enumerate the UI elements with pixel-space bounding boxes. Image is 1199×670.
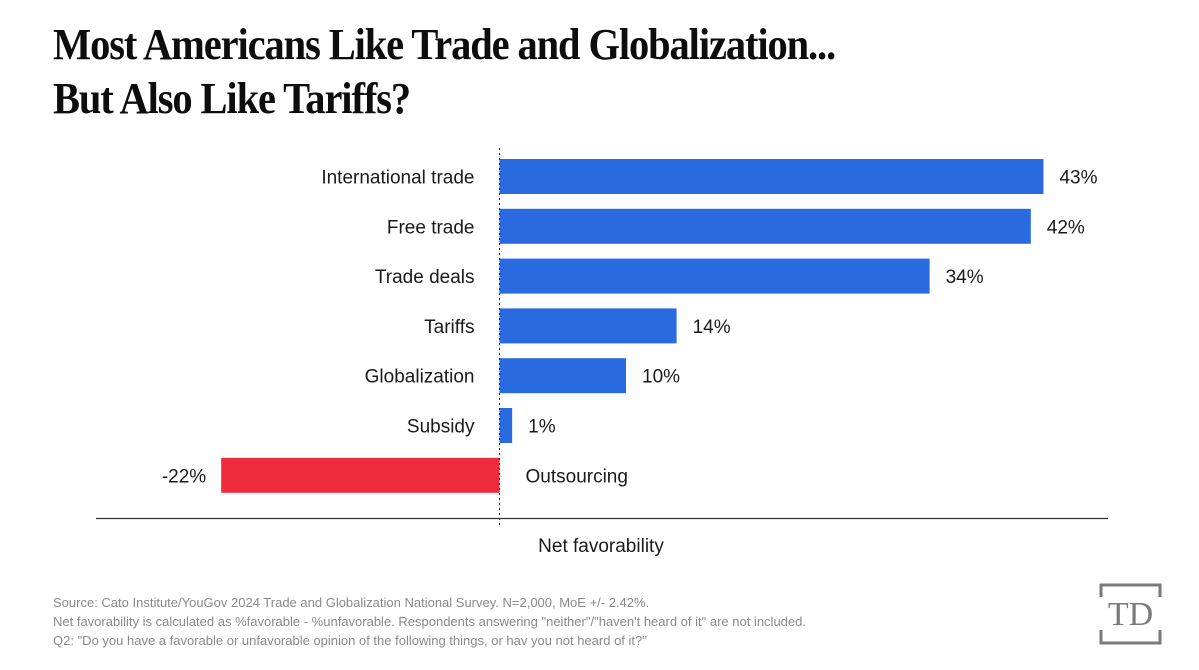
bar-tariffs <box>499 308 677 344</box>
value-label-trade-deals: 34% <box>946 267 984 288</box>
value-label-free-trade: 42% <box>1047 217 1085 238</box>
bar-international-trade <box>499 159 1044 194</box>
logo-text: TD <box>1108 596 1153 633</box>
logo-bracket-top <box>1099 583 1162 597</box>
value-label-tariffs: 14% <box>693 317 731 338</box>
bar-globalization <box>499 358 626 394</box>
method-note: Net favorability is calculated as %favor… <box>53 614 806 629</box>
value-label-subsidy: 1% <box>528 417 556 438</box>
bar-trade-deals <box>499 258 930 294</box>
category-label-tariffs: Tariffs <box>424 317 474 338</box>
bar-outsourcing <box>221 457 500 493</box>
value-label-international-trade: 43% <box>1059 168 1097 189</box>
question-note: Q2: "Do you have a favorable or unfavora… <box>53 633 647 648</box>
td-logo: TD <box>1099 583 1162 645</box>
source-note: Source: Cato Institute/YouGov 2024 Trade… <box>53 595 650 610</box>
bar-free-trade <box>499 208 1031 244</box>
chart-title-line-1: Most Americans Like Trade and Globalizat… <box>53 20 836 69</box>
bar-subsidy <box>499 408 513 443</box>
category-label-international-trade: International trade <box>321 168 474 189</box>
category-label-outsourcing: Outsourcing <box>526 466 628 487</box>
value-labels-group: 43% 42% 34% 14% 10% 1% -22% <box>162 168 1098 488</box>
chart-title: Most Americans Like Trade and Globalizat… <box>53 18 836 126</box>
category-labels-group: International trade Free trade Trade deals… <box>321 168 628 488</box>
bar-chart: International trade Free trade Trade deals… <box>96 148 1108 557</box>
chart-title-line-2: But Also Like Tariffs? <box>53 74 411 123</box>
category-label-globalization: Globalization <box>365 367 475 388</box>
category-label-free-trade: Free trade <box>387 217 475 238</box>
category-label-subsidy: Subsidy <box>407 417 475 438</box>
logo-bracket-bottom <box>1099 630 1162 645</box>
category-label-trade-deals: Trade deals <box>375 267 475 288</box>
x-axis-title: Net favorability <box>538 536 664 557</box>
value-label-outsourcing: -22% <box>162 466 206 487</box>
bars-group <box>221 159 1044 493</box>
footnotes: Source: Cato Institute/YouGov 2024 Trade… <box>53 593 806 650</box>
value-label-globalization: 10% <box>642 367 680 388</box>
